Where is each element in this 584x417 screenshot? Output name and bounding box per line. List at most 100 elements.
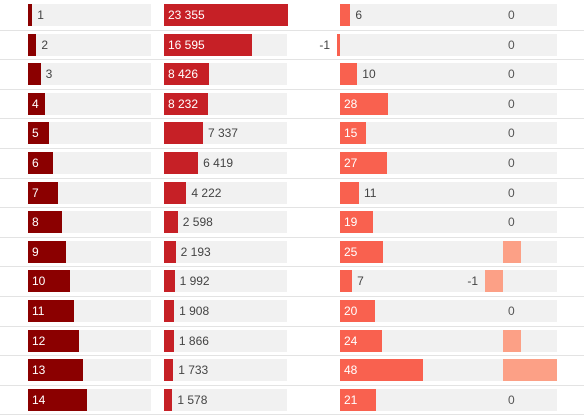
rank-label: 6 [32, 156, 39, 170]
value-bar [164, 241, 176, 263]
row-divider [0, 89, 584, 90]
value-label: 16 595 [168, 38, 205, 52]
delta-b-track [432, 330, 557, 352]
delta-a-label: 48 [344, 363, 358, 377]
rank-bar [28, 241, 66, 263]
delta-a-label: 28 [344, 97, 358, 111]
rank-track [28, 34, 151, 56]
delta-a-label: 25 [344, 245, 358, 259]
delta-a-label: 24 [344, 334, 358, 348]
row-divider [0, 30, 584, 31]
delta-a-bar [337, 34, 340, 56]
value-label: 2 598 [182, 215, 213, 229]
value-bar [164, 211, 178, 233]
delta-a-bar [340, 122, 366, 144]
value-label: 1 578 [177, 393, 208, 407]
delta-b-label: 0 [508, 156, 515, 170]
delta-b-label: 0 [508, 304, 515, 318]
rank-label: 3 [45, 67, 53, 81]
delta-a-bar [340, 93, 389, 115]
delta-a-bar [340, 211, 373, 233]
value-bar [164, 270, 175, 292]
delta-b-track [432, 4, 557, 26]
rank-bar [28, 34, 37, 56]
delta-b-track [432, 34, 557, 56]
row-divider [0, 118, 584, 119]
delta-b-track [432, 211, 557, 233]
value-bar [164, 300, 175, 322]
value-track [164, 389, 287, 411]
delta-b-track [432, 122, 557, 144]
row-divider [0, 207, 584, 208]
value-label: 8 426 [168, 67, 199, 81]
delta-b-label: 0 [508, 38, 515, 52]
rank-bar [28, 300, 75, 322]
delta-b-track [432, 389, 557, 411]
delta-b-bar [485, 270, 503, 292]
value-bar [164, 34, 253, 56]
delta-b-track [432, 152, 557, 174]
rank-label: 7 [32, 186, 39, 200]
delta-a-bar [340, 300, 375, 322]
delta-a-label: 6 [355, 8, 363, 22]
row-divider [0, 237, 584, 238]
rank-label: 1 [37, 8, 44, 22]
rank-label: 12 [32, 334, 46, 348]
row-divider [0, 266, 584, 267]
rank-track [28, 4, 151, 26]
value-label: 1 866 [178, 334, 209, 348]
value-bar [164, 330, 174, 352]
delta-b-label: 0 [508, 8, 515, 22]
rank-label: 4 [32, 97, 39, 111]
rank-bar [28, 93, 45, 115]
delta-a-bar [340, 63, 358, 85]
rank-label: 8 [32, 215, 39, 229]
delta-b-bar [503, 330, 521, 352]
delta-a-bar [340, 182, 360, 204]
rank-label: 10 [32, 274, 46, 288]
rank-bar [28, 330, 79, 352]
value-track [164, 211, 287, 233]
delta-b-label: -1 [467, 274, 479, 288]
value-bar [164, 4, 288, 26]
delta-a-label: 21 [344, 393, 358, 407]
rank-label: 11 [32, 304, 45, 318]
delta-a-label: -1 [319, 38, 331, 52]
delta-a-label: 10 [362, 67, 376, 81]
value-track [164, 182, 287, 204]
delta-b-track [432, 241, 557, 263]
rank-bar [28, 4, 33, 26]
value-label: 7 337 [207, 126, 238, 140]
value-label: 8 232 [168, 97, 199, 111]
value-track [164, 300, 287, 322]
delta-b-bar [503, 359, 557, 381]
delta-b-label: 0 [508, 186, 515, 200]
delta-a-bar [340, 359, 423, 381]
value-bar [164, 122, 203, 144]
value-label: 4 222 [191, 186, 222, 200]
value-track [164, 330, 287, 352]
delta-b-bar [503, 241, 521, 263]
rank-track [28, 63, 151, 85]
delta-b-label: 0 [508, 215, 515, 229]
value-track [164, 270, 287, 292]
delta-a-label: 7 [357, 274, 364, 288]
value-label: 1 992 [179, 274, 210, 288]
delta-a-bar [340, 389, 377, 411]
rank-label: 9 [32, 245, 39, 259]
value-label: 1 908 [179, 304, 210, 318]
row-divider [0, 148, 584, 149]
value-bar [164, 93, 208, 115]
delta-b-track [432, 93, 557, 115]
rank-label: 2 [41, 38, 49, 52]
delta-b-label: 0 [508, 97, 515, 111]
rank-bar [28, 389, 87, 411]
row-divider [0, 59, 584, 60]
delta-a-bar [340, 270, 353, 292]
rank-bar [28, 182, 58, 204]
value-label: 6 419 [203, 156, 234, 170]
delta-b-label: 0 [508, 393, 515, 407]
row-divider [0, 414, 584, 415]
rank-track [28, 122, 151, 144]
delta-a-label: 19 [344, 215, 358, 229]
